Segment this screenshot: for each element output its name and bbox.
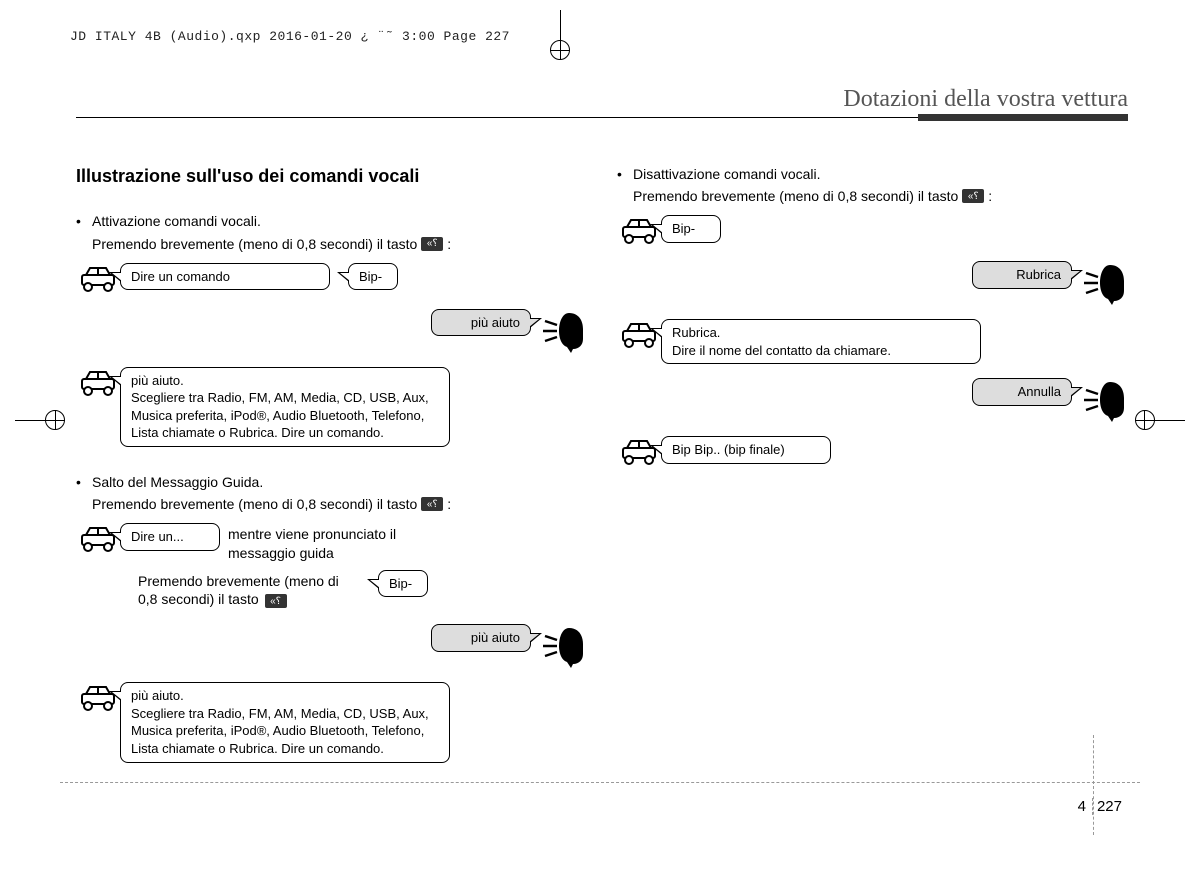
cut-line-v — [1093, 735, 1094, 835]
page-footer: 4227 — [1078, 798, 1122, 815]
bullet-deactivation: •Disattivazione comandi vocali. — [617, 165, 1128, 183]
section-heading: Illustrazione sull'uso dei comandi vocal… — [76, 165, 587, 188]
bullet-activation: •Attivazione comandi vocali. — [76, 212, 587, 230]
press-short-text: Premendo brevemente (meno di 0,8 secondi… — [130, 570, 360, 611]
bubble-bip-r: Bip- — [661, 215, 721, 243]
section-number: 4 — [1078, 798, 1093, 815]
bubble-annulla: Annulla — [972, 378, 1072, 406]
crop-mark-top — [560, 10, 561, 48]
left-column: Illustrazione sull'uso dei comandi vocal… — [76, 165, 587, 769]
bubble-more-help-user: più aiuto — [431, 309, 531, 337]
speaking-head-icon — [1080, 261, 1128, 305]
page-title: Dotazioni della vostra vettura — [76, 86, 1128, 113]
press-line-2: Premendo brevemente (meno di 0,8 secondi… — [92, 495, 587, 513]
bubble-rubrica-user: Rubrica — [972, 261, 1072, 289]
voice-key-icon: «؟ — [962, 189, 984, 203]
title-rule — [76, 117, 1128, 123]
speaking-head-icon — [539, 624, 587, 668]
press-line-1: Premendo brevemente (meno di 0,8 secondi… — [92, 235, 587, 253]
speaking-head-icon — [1080, 378, 1128, 422]
bubble-bip: Bip- — [348, 263, 398, 291]
bubble-bip-2: Bip- — [378, 570, 428, 598]
bullet-skip: •Salto del Messaggio Guida. — [76, 473, 587, 491]
bubble-say-command: Dire un comando — [120, 263, 330, 291]
file-header: JD ITALY 4B (Audio).qxp 2016-01-20 ¿ ¨˜ … — [70, 29, 510, 44]
bubble-more-help-long: più aiuto. Scegliere tra Radio, FM, AM, … — [120, 367, 450, 447]
bubble-dire-un: Dire un... — [120, 523, 220, 551]
bubble-more-help-long-2: più aiuto. Scegliere tra Radio, FM, AM, … — [120, 682, 450, 762]
speaking-head-icon — [539, 309, 587, 353]
page-number: 227 — [1097, 798, 1122, 815]
right-column: •Disattivazione comandi vocali. Premendo… — [617, 165, 1128, 769]
while-text: mentre viene pronunciato il messaggio gu… — [220, 523, 440, 563]
cut-line-h — [60, 782, 1140, 783]
press-line-3: Premendo brevemente (meno di 0,8 secondi… — [633, 187, 1128, 205]
bubble-rubrica-long: Rubrica. Dire il nome del contatto da ch… — [661, 319, 981, 364]
voice-key-icon: «؟ — [265, 594, 287, 608]
voice-key-icon: «؟ — [421, 497, 443, 511]
bubble-more-help-user-2: più aiuto — [431, 624, 531, 652]
bubble-bip-final: Bip Bip.. (bip finale) — [661, 436, 831, 464]
voice-key-icon: «؟ — [421, 237, 443, 251]
